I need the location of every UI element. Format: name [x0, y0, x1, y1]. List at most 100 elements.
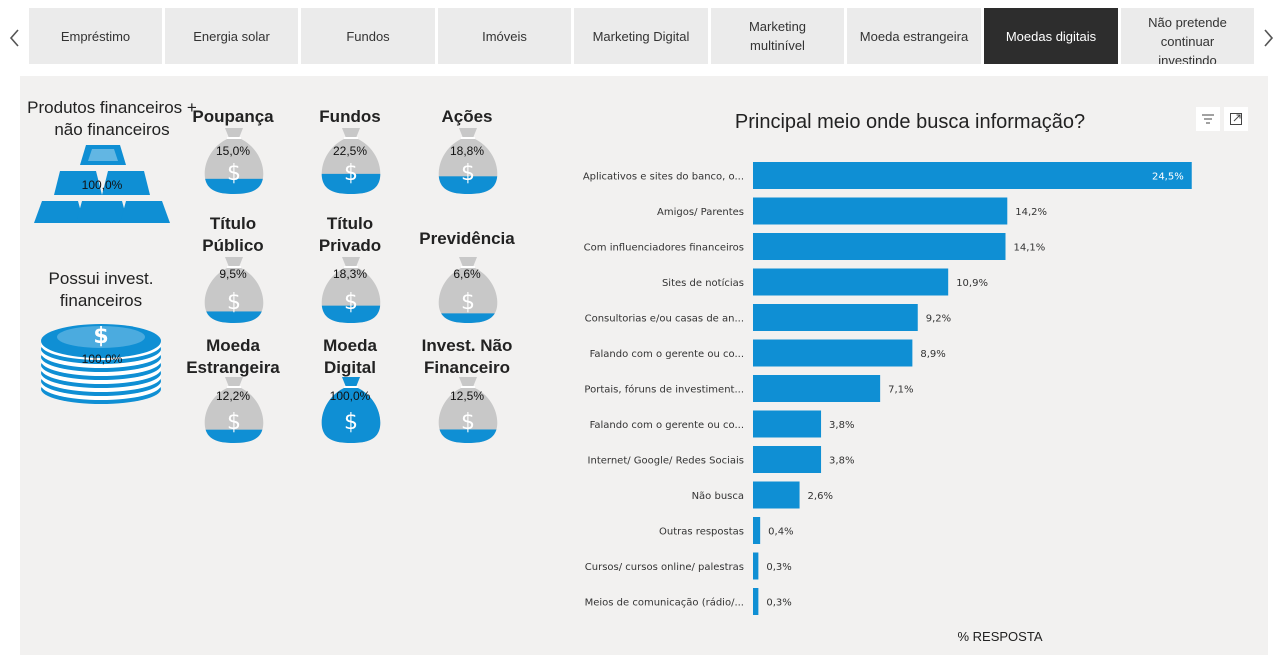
- data-label: 24,5%: [1152, 172, 1184, 183]
- bag-body: [438, 257, 498, 323]
- bag-fill-level: [438, 176, 498, 194]
- tab-label: Marketing Digital: [592, 28, 690, 44]
- category-label: Não busca: [692, 491, 744, 502]
- bar: [753, 446, 822, 473]
- category-label: Consultorias e/ou casas de an...: [585, 314, 744, 325]
- produtos-label: Produtos financeiros + não financeiros: [27, 98, 197, 139]
- tab-label: Marketing multinível: [748, 19, 807, 53]
- data-label: 8,9%: [920, 349, 945, 360]
- dollar-sign: $: [344, 161, 358, 186]
- bag-body: [204, 377, 264, 443]
- bag-value: 100,0%: [329, 389, 371, 403]
- tab-label: Não pretende continuar investindo: [1148, 15, 1227, 64]
- chevron-left-icon[interactable]: [8, 28, 22, 48]
- data-label: 2,6%: [808, 491, 833, 502]
- category-label: Portais, fóruns de investiment...: [584, 384, 744, 396]
- bag-body: [438, 377, 498, 443]
- tab-label: Empréstimo: [60, 28, 131, 44]
- category-label: Falando com o gerente ou co...: [590, 349, 744, 360]
- category-label: Falando com o gerente ou co...: [590, 420, 744, 431]
- produtos-value: 100,0%: [81, 178, 123, 192]
- horizontal-bar-chart: Aplicativos e sites do banco, o... 24,5% A…: [583, 162, 1192, 615]
- bar: [753, 517, 761, 544]
- x-axis-title: % RESPOSTA: [957, 629, 1043, 644]
- bag-body: [204, 257, 264, 323]
- data-label: 3,8%: [829, 420, 854, 431]
- dollar-sign: $: [227, 290, 241, 315]
- bar: [753, 304, 918, 331]
- bag-value: 9,5%: [219, 267, 247, 281]
- bag-title: Poupança: [192, 107, 274, 126]
- bar: [753, 162, 1192, 189]
- data-label: 3,8%: [829, 456, 854, 467]
- category-label: Meios de comunicação (rádio/...: [585, 597, 744, 609]
- dollar-sign: $: [461, 161, 475, 186]
- dollar-sign: $: [461, 410, 475, 435]
- bar: [753, 339, 913, 367]
- data-label: 14,1%: [1013, 243, 1045, 254]
- tab-nao-pretende[interactable]: Não pretende continuar investindo: [1121, 8, 1254, 64]
- bar: [753, 268, 949, 296]
- bag-fill-level: [204, 178, 264, 194]
- bag-value: 15,0%: [215, 144, 251, 158]
- bag-value: 12,5%: [449, 389, 485, 403]
- category-label: Com influenciadores financeiros: [584, 243, 744, 254]
- data-label: 10,9%: [956, 278, 988, 289]
- tab-moeda-estrangeira[interactable]: Moeda estrangeira: [847, 8, 981, 64]
- bar: [753, 233, 1006, 260]
- bar: [753, 481, 800, 509]
- tab-label: Moedas digitais: [1005, 28, 1097, 44]
- chevron-right-icon[interactable]: [1261, 28, 1275, 48]
- money-bag-icon: $: [321, 377, 381, 443]
- svg-text:$: $: [93, 324, 108, 349]
- bag-fill-level: [204, 311, 264, 323]
- tab-emprestimo[interactable]: Empréstimo: [29, 8, 162, 64]
- tab-marketing-digital[interactable]: Marketing Digital: [574, 8, 708, 64]
- bag-fill-level: [438, 429, 498, 443]
- bag-title: Título Privado: [318, 214, 382, 255]
- bag-fill-level: [204, 429, 264, 443]
- filter-icon[interactable]: [1196, 107, 1220, 131]
- gold-bars-icon: [34, 145, 170, 223]
- bag-title: Invest. Não Financeiro: [421, 336, 513, 377]
- money-bag-icon: $: [438, 128, 498, 194]
- category-label: Outras respostas: [659, 527, 744, 538]
- money-bag-icon: $: [321, 257, 381, 323]
- bag-title: Título Público: [202, 214, 264, 255]
- bar: [753, 410, 822, 438]
- tab-moedas-digitais[interactable]: Moedas digitais: [984, 8, 1118, 64]
- dollar-sign: $: [227, 161, 241, 186]
- category-label: Internet/ Google/ Redes Sociais: [588, 456, 744, 467]
- money-bag-icon: $: [438, 377, 498, 443]
- tab-label: Fundos: [346, 28, 390, 44]
- bag-value: 6,6%: [453, 267, 481, 281]
- bag-value: 12,2%: [215, 389, 251, 403]
- dollar-sign: $: [344, 290, 358, 315]
- tab-fundos[interactable]: Fundos: [301, 8, 435, 64]
- money-bag-icon: $: [438, 257, 498, 323]
- chart-title: Principal meio onde busca informação?: [734, 111, 1086, 133]
- dollar-sign: $: [344, 410, 358, 435]
- data-label: 9,2%: [926, 314, 951, 325]
- bar: [753, 588, 759, 615]
- tab-label: Imóveis: [482, 28, 527, 44]
- bag-value: 22,5%: [332, 144, 368, 158]
- data-label: 0,4%: [768, 527, 793, 538]
- bar: [753, 375, 881, 402]
- bag-fill-level: [438, 313, 498, 323]
- tab-energia-solar[interactable]: Energia solar: [165, 8, 298, 64]
- bag-title: Moeda Estrangeira: [186, 336, 280, 377]
- tab-bar: Empréstimo Energia solar Fundos Imóveis …: [0, 8, 1276, 65]
- focus-mode-icon[interactable]: [1224, 107, 1248, 131]
- tab-imoveis[interactable]: Imóveis: [438, 8, 571, 64]
- money-bag-icon: $: [204, 377, 264, 443]
- bag-fill-level: [321, 305, 381, 323]
- bar: [753, 197, 1008, 225]
- tab-marketing-multinivel[interactable]: Marketing multinível: [711, 8, 844, 64]
- bag-value: 18,8%: [449, 144, 485, 158]
- tab-label: Energia solar: [193, 28, 270, 44]
- dollar-sign: $: [461, 290, 475, 315]
- bag-title: Fundos: [319, 107, 381, 126]
- possui-label: Possui invest. financeiros: [48, 269, 154, 310]
- category-label: Aplicativos e sites do banco, o...: [583, 172, 744, 183]
